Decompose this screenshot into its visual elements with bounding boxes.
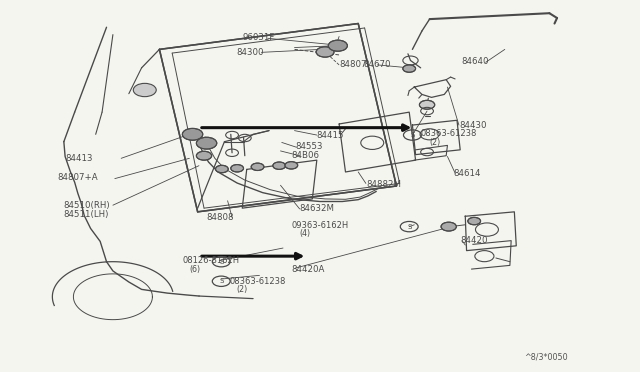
Text: 84511(LH): 84511(LH) xyxy=(64,210,109,219)
Text: (2): (2) xyxy=(236,285,247,294)
Circle shape xyxy=(468,217,481,225)
Circle shape xyxy=(216,165,228,173)
Text: 84B06: 84B06 xyxy=(291,151,319,160)
Text: 84808: 84808 xyxy=(207,213,234,222)
Text: 08126-8162H: 08126-8162H xyxy=(183,256,240,265)
Text: (6): (6) xyxy=(189,264,200,273)
Circle shape xyxy=(273,162,285,169)
Text: S: S xyxy=(410,132,415,138)
Circle shape xyxy=(328,40,348,51)
Text: 08363-61238: 08363-61238 xyxy=(420,129,477,138)
Text: 84670: 84670 xyxy=(364,60,391,69)
Text: 84415: 84415 xyxy=(317,131,344,140)
Circle shape xyxy=(196,151,212,160)
Text: ^8/3*0050: ^8/3*0050 xyxy=(524,352,568,361)
Circle shape xyxy=(231,164,244,172)
Text: 84614: 84614 xyxy=(454,169,481,177)
Text: 08363-61238: 08363-61238 xyxy=(230,277,286,286)
Text: 84807: 84807 xyxy=(339,60,367,69)
Text: 84420A: 84420A xyxy=(291,264,324,273)
Circle shape xyxy=(251,163,264,170)
Circle shape xyxy=(285,161,298,169)
Circle shape xyxy=(419,100,435,109)
Circle shape xyxy=(403,65,415,72)
Text: 84807+A: 84807+A xyxy=(58,173,98,182)
Text: 84632M: 84632M xyxy=(300,204,335,214)
Text: 84510(RH): 84510(RH) xyxy=(64,201,111,210)
Text: 84882M: 84882M xyxy=(366,180,401,189)
Text: 84430: 84430 xyxy=(459,121,486,129)
Text: 84553: 84553 xyxy=(296,142,323,151)
Circle shape xyxy=(196,137,217,149)
Text: 84640: 84640 xyxy=(461,57,489,66)
Text: (2): (2) xyxy=(429,138,441,147)
Circle shape xyxy=(182,128,203,140)
Text: S: S xyxy=(219,259,223,265)
Circle shape xyxy=(316,47,334,57)
Circle shape xyxy=(133,83,156,97)
Text: 09363-6162H: 09363-6162H xyxy=(291,221,349,230)
Text: (4): (4) xyxy=(300,230,311,238)
Text: 84413: 84413 xyxy=(65,154,93,163)
Text: S: S xyxy=(407,224,412,230)
Text: 84420: 84420 xyxy=(460,236,488,245)
Text: 96031F: 96031F xyxy=(243,33,275,42)
Text: 84300: 84300 xyxy=(236,48,264,57)
Circle shape xyxy=(441,222,456,231)
Text: S: S xyxy=(219,278,223,284)
